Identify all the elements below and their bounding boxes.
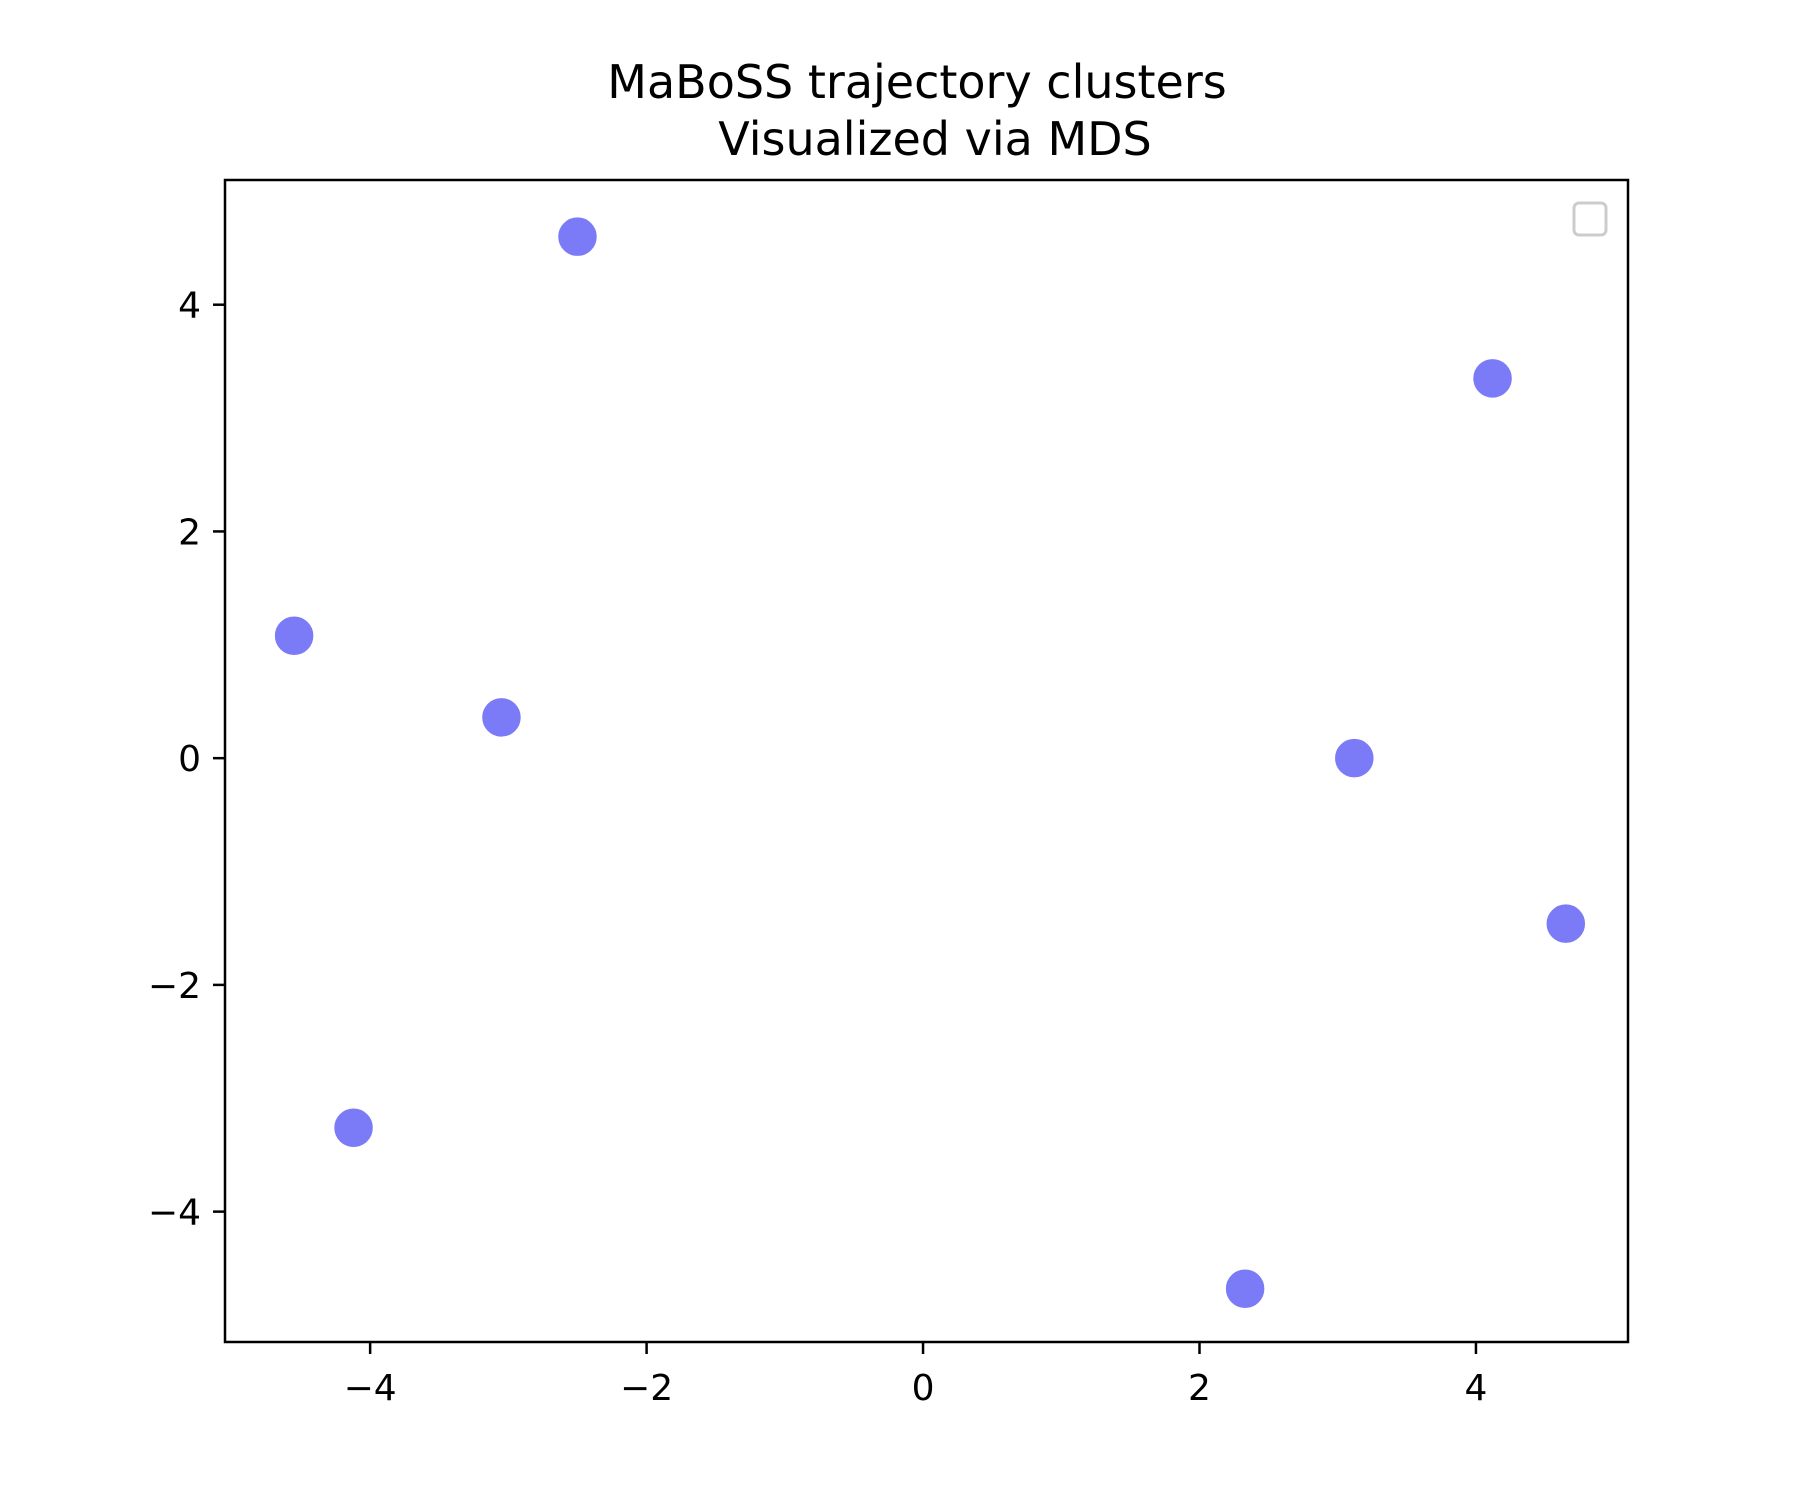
scatter-point bbox=[1471, 357, 1514, 400]
scatter-point bbox=[273, 614, 315, 657]
x-tick-label: −2 bbox=[620, 1368, 673, 1409]
x-tick-label: 4 bbox=[1464, 1368, 1487, 1409]
axis-ticks: −4 −2 0 2 4 −4 −2 0 2 4 bbox=[148, 286, 1487, 1409]
scatter-points bbox=[273, 215, 1587, 1310]
y-tick-label: 0 bbox=[178, 739, 201, 780]
legend-box bbox=[1572, 201, 1608, 237]
scatter-point bbox=[1333, 737, 1376, 779]
scatter-point bbox=[1224, 1267, 1266, 1310]
scatter-point bbox=[1545, 902, 1587, 945]
plot-area-frame bbox=[223, 178, 1630, 1344]
chart-subtitle: Visualized via MDS bbox=[718, 112, 1152, 166]
y-tick-label: 2 bbox=[178, 512, 201, 553]
scatter-point bbox=[480, 696, 523, 739]
scatter-point bbox=[332, 1106, 375, 1149]
y-tick-label: −2 bbox=[148, 966, 201, 1007]
chart-title: MaBoSS trajectory clusters bbox=[607, 55, 1226, 109]
x-tick-label: 2 bbox=[1188, 1368, 1211, 1409]
y-tick-label: 4 bbox=[178, 286, 201, 327]
x-tick-label: −4 bbox=[344, 1368, 397, 1409]
x-tick-label: 0 bbox=[912, 1368, 935, 1409]
y-tick-label: −4 bbox=[148, 1193, 201, 1234]
scatter-point bbox=[556, 215, 599, 258]
